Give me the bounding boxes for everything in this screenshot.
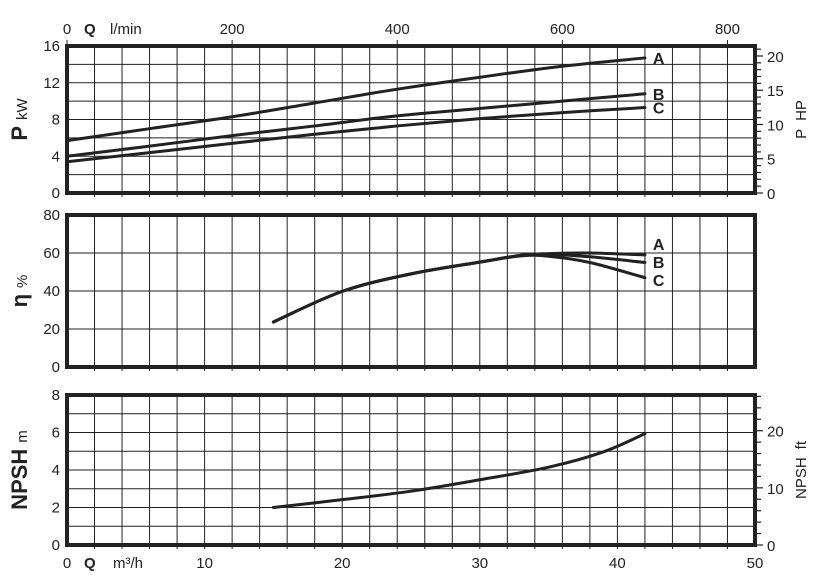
right-axis-label: P HP bbox=[793, 100, 810, 139]
right-tick-label: 10 bbox=[767, 481, 784, 498]
y-tick-label: 6 bbox=[52, 425, 60, 442]
y-tick-label: 0 bbox=[52, 185, 60, 202]
y-tick-label: 12 bbox=[43, 75, 60, 92]
y-axis-label: PkW bbox=[7, 97, 32, 140]
top-tick-label: 400 bbox=[385, 21, 410, 38]
power-panel: 0 4 8 12 16 PkW 0 5 10 15 20 P HP 0 200 400 600 800 Q l/min… bbox=[7, 21, 810, 203]
efficiency-panel: 0 20 40 60 80 η% ABC bbox=[7, 207, 757, 376]
series-label-c: C bbox=[653, 101, 665, 118]
y-tick-label: 0 bbox=[52, 359, 60, 376]
y-axis-label: NPSH m bbox=[7, 430, 32, 510]
series-label-a: A bbox=[653, 237, 665, 254]
y-axis-symbol: NPSH bbox=[7, 449, 32, 510]
bottom-tick-label: 30 bbox=[471, 555, 488, 572]
y-tick-label: 0 bbox=[52, 537, 60, 554]
series-label-b: B bbox=[653, 255, 665, 272]
y-tick-label: 60 bbox=[43, 245, 60, 262]
plot-frame bbox=[65, 213, 757, 369]
y-tick-label: 16 bbox=[43, 38, 60, 55]
y-axis-unit: kW bbox=[14, 97, 31, 120]
y-tick-label: 2 bbox=[52, 500, 60, 517]
series-line-c bbox=[271, 253, 647, 324]
right-tick-label: 0 bbox=[767, 538, 775, 555]
bottom-tick-label: 20 bbox=[334, 555, 351, 572]
bottom-tick-label: 50 bbox=[747, 555, 764, 572]
y-tick-label: 20 bbox=[43, 321, 60, 338]
right-axis-label: NPSH ft bbox=[793, 440, 810, 499]
top-axis-unit: l/min bbox=[110, 21, 142, 38]
y-axis-symbol: η bbox=[7, 294, 32, 307]
right-tick-label: 10 bbox=[767, 117, 784, 134]
y-axis-label: η% bbox=[7, 275, 32, 308]
series-line-c bbox=[65, 106, 647, 164]
bottom-axis-unit: m³/h bbox=[113, 555, 143, 572]
y-axis-symbol: P bbox=[7, 126, 32, 141]
plot-frame bbox=[65, 44, 757, 195]
bottom-tick-label: 0 bbox=[63, 555, 71, 572]
series-line-b bbox=[65, 92, 647, 158]
right-tick-label: 5 bbox=[767, 152, 775, 169]
right-axis-symbol: NPSH bbox=[793, 457, 810, 499]
top-tick-label: 200 bbox=[220, 21, 245, 38]
series-line-a bbox=[65, 56, 647, 143]
series-line-npsh bbox=[271, 432, 647, 509]
y-tick-label: 4 bbox=[52, 462, 60, 479]
y-tick-label: 8 bbox=[52, 387, 60, 404]
y-tick-label: 4 bbox=[52, 148, 60, 165]
bottom-tick-label: 40 bbox=[609, 555, 626, 572]
series-label-b: B bbox=[653, 87, 665, 104]
top-tick-label: 0 bbox=[63, 21, 71, 38]
right-axis-symbol: P bbox=[793, 129, 810, 139]
series-label-c: C bbox=[653, 273, 665, 290]
bottom-axis-symbol: Q bbox=[84, 555, 96, 572]
top-tick-label: 800 bbox=[715, 21, 740, 38]
plot-frame bbox=[65, 393, 757, 547]
series-label-a: A bbox=[653, 51, 665, 68]
y-axis-unit: % bbox=[14, 275, 31, 288]
right-axis-unit: ft bbox=[793, 440, 810, 449]
y-tick-label: 80 bbox=[43, 207, 60, 224]
bottom-tick-label: 10 bbox=[196, 555, 213, 572]
right-tick-label: 20 bbox=[767, 424, 784, 441]
npsh-panel: 0 2 4 6 8 NPSH m 0 10 20 NPSH ft 0 10 20 30 40 50 Q m³/h bbox=[7, 387, 810, 572]
right-tick-label: 20 bbox=[767, 49, 784, 66]
y-tick-label: 8 bbox=[52, 112, 60, 129]
right-tick-label: 15 bbox=[767, 83, 784, 100]
top-axis-symbol: Q bbox=[84, 21, 96, 38]
right-tick-label: 0 bbox=[767, 186, 775, 203]
y-axis-unit: m bbox=[14, 430, 31, 443]
top-tick-label: 600 bbox=[550, 21, 575, 38]
right-axis-unit: HP bbox=[793, 100, 810, 121]
y-tick-label: 40 bbox=[43, 283, 60, 300]
